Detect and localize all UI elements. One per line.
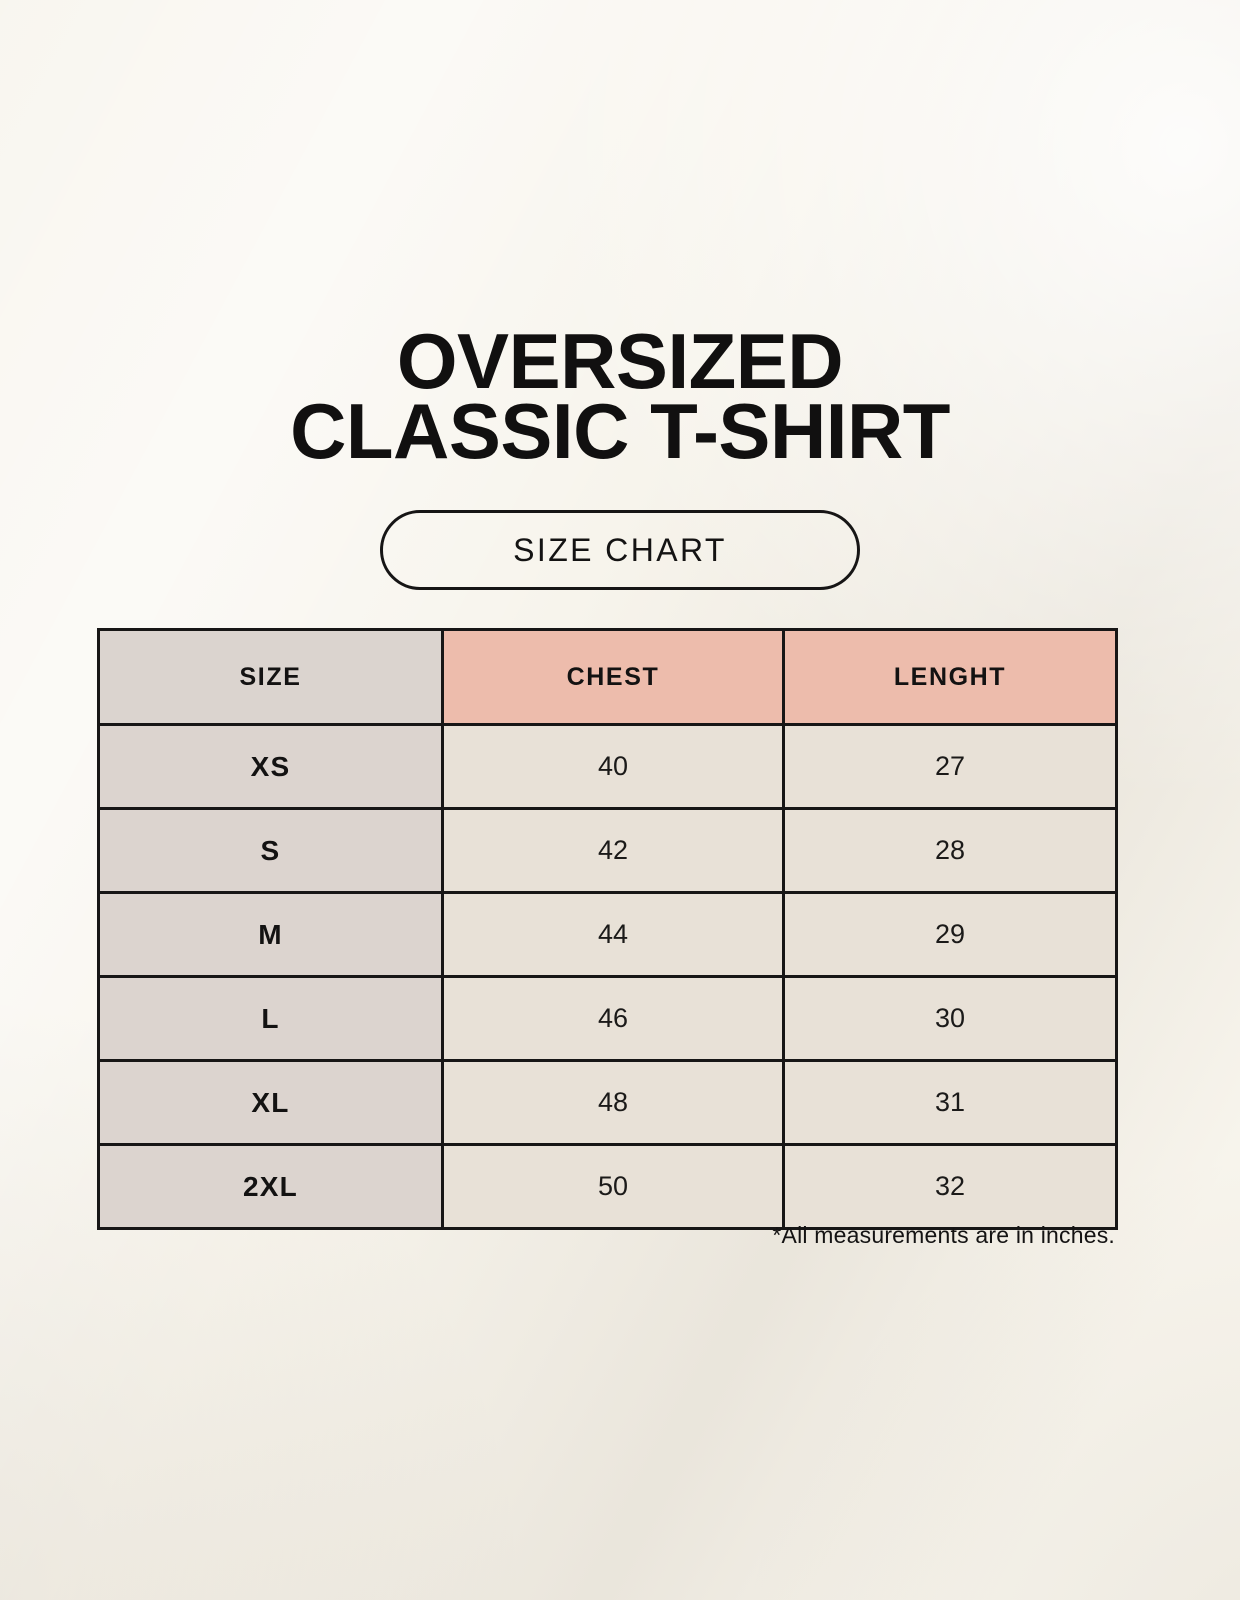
title-line-one: OVERSIZED bbox=[396, 317, 844, 405]
cell-size: XL bbox=[97, 1059, 444, 1146]
cell-chest: 42 bbox=[441, 807, 785, 894]
page-title: OVERSIZED CLASSIC T-SHIRT bbox=[0, 317, 1240, 475]
cell-size: XS bbox=[97, 723, 444, 810]
measurement-units-note: *All measurements are in inches. bbox=[772, 1222, 1115, 1248]
cell-size: 2XL bbox=[97, 1143, 444, 1230]
cell-size: M bbox=[97, 891, 444, 978]
cell-length: 29 bbox=[782, 891, 1118, 978]
table-head: SIZE CHEST LENGHT bbox=[97, 628, 1118, 726]
size-chart-table: SIZE CHEST LENGHT XS 40 27 S 42 28 bbox=[97, 628, 1118, 1230]
cell-chest: 48 bbox=[441, 1059, 785, 1146]
cell-size: S bbox=[97, 807, 444, 894]
cell-length: 31 bbox=[782, 1059, 1118, 1146]
column-header-size: SIZE bbox=[97, 628, 444, 726]
size-chart-table-wrapper: SIZE CHEST LENGHT XS 40 27 S 42 28 bbox=[97, 628, 1118, 1230]
table-row: L 46 30 bbox=[97, 975, 1118, 1062]
cell-chest: 50 bbox=[441, 1143, 785, 1230]
size-chart-badge-label: SIZE CHART bbox=[513, 531, 727, 568]
table-body: XS 40 27 S 42 28 M 44 29 L bbox=[97, 723, 1118, 1230]
cell-length: 30 bbox=[782, 975, 1118, 1062]
table-row: 2XL 50 32 bbox=[97, 1143, 1118, 1230]
table-row: XS 40 27 bbox=[97, 723, 1118, 810]
size-chart-badge-wrapper: SIZE CHART bbox=[0, 510, 1240, 590]
title-line-two: CLASSIC T-SHIRT bbox=[290, 387, 950, 475]
table-row: M 44 29 bbox=[97, 891, 1118, 978]
table-header-row: SIZE CHEST LENGHT bbox=[97, 628, 1118, 726]
cell-chest: 44 bbox=[441, 891, 785, 978]
column-header-length: LENGHT bbox=[782, 628, 1118, 726]
column-header-chest: CHEST bbox=[441, 628, 785, 726]
size-chart-badge: SIZE CHART bbox=[380, 510, 860, 590]
table-row: S 42 28 bbox=[97, 807, 1118, 894]
cell-chest: 46 bbox=[441, 975, 785, 1062]
cell-size: L bbox=[97, 975, 444, 1062]
table-row: XL 48 31 bbox=[97, 1059, 1118, 1146]
cell-chest: 40 bbox=[441, 723, 785, 810]
cell-length: 32 bbox=[782, 1143, 1118, 1230]
cell-length: 28 bbox=[782, 807, 1118, 894]
cell-length: 27 bbox=[782, 723, 1118, 810]
